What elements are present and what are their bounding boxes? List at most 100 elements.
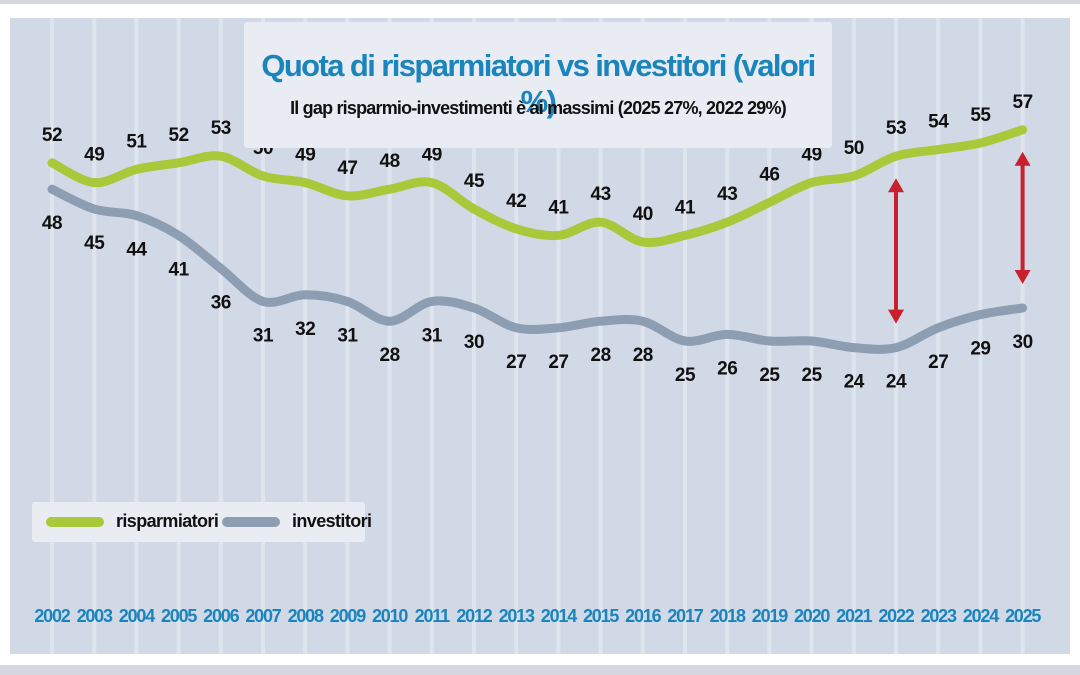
gridline — [303, 18, 308, 654]
x-tick-label: 2004 — [119, 606, 155, 626]
x-tick-label: 2007 — [245, 606, 281, 626]
value-label-risparmiatori: 41 — [548, 197, 569, 218]
gridline — [429, 18, 434, 654]
x-tick-label: 2012 — [456, 606, 492, 626]
gridline — [640, 18, 645, 654]
x-tick-label: 2003 — [77, 606, 113, 626]
gridline — [472, 18, 476, 654]
gridline — [261, 18, 265, 654]
x-tick-label: 2019 — [752, 606, 788, 626]
gap-arrow-2022 — [888, 178, 904, 324]
x-tick-label: 2020 — [794, 606, 830, 626]
value-label-risparmiatori: 53 — [886, 118, 906, 139]
value-label-investitori: 31 — [337, 325, 358, 346]
series-line-risparmiatori — [47, 125, 1028, 247]
value-label-investitori: 25 — [759, 365, 780, 386]
value-label-risparmiatori: 49 — [422, 145, 442, 166]
chart-panel: 52 49 51 52 53 50 49 47 48 49 45 42 41 43 40 41 43 46 49 50… — [10, 18, 1070, 654]
value-label-risparmiatori: 43 — [591, 184, 611, 205]
gridline — [176, 18, 181, 654]
gridline — [514, 18, 519, 654]
value-label-risparmiatori: 53 — [211, 118, 231, 139]
x-tick-label: 2017 — [667, 606, 703, 626]
value-label-risparmiatori: 40 — [633, 204, 653, 225]
gridline — [556, 18, 561, 654]
value-label-risparmiatori: 42 — [506, 191, 526, 212]
value-label-risparmiatori: 49 — [84, 145, 104, 166]
legend-swatch-investitori — [222, 517, 280, 527]
value-label-risparmiatori: 50 — [844, 138, 864, 159]
value-label-risparmiatori: 54 — [928, 112, 949, 133]
x-tick-label: 2010 — [372, 606, 408, 626]
value-label-risparmiatori: 52 — [169, 125, 189, 146]
series-line-investitori — [47, 184, 1028, 354]
legend: risparmiatori investitori — [32, 502, 372, 542]
x-tick-label: 2018 — [710, 606, 746, 626]
value-label-risparmiatori: 48 — [380, 151, 400, 172]
value-label-investitori: 25 — [802, 365, 823, 386]
gridline — [50, 18, 54, 654]
x-tick-label: 2009 — [330, 606, 366, 626]
bottom-border — [0, 665, 1080, 675]
value-label-risparmiatori: 57 — [1013, 92, 1033, 113]
value-label-risparmiatori: 51 — [126, 131, 147, 152]
value-label-risparmiatori: 41 — [675, 197, 696, 218]
value-label-risparmiatori: 47 — [337, 158, 357, 179]
x-tick-label: 2016 — [625, 606, 661, 626]
value-label-investitori: 44 — [126, 240, 147, 261]
legend-swatch-risparmiatori — [46, 517, 104, 527]
value-label-investitori: 45 — [84, 233, 105, 254]
x-tick-label: 2002 — [34, 606, 70, 626]
gridline — [809, 18, 814, 654]
value-label-investitori: 27 — [548, 352, 568, 373]
value-label-investitori: 29 — [970, 339, 990, 360]
value-label-investitori: 25 — [675, 365, 696, 386]
value-label-risparmiatori: 43 — [717, 184, 737, 205]
x-tick-label: 2013 — [499, 606, 535, 626]
x-tick-label: 2015 — [583, 606, 619, 626]
value-label-investitori: 48 — [42, 213, 62, 234]
gridline — [767, 18, 772, 654]
value-label-investitori: 41 — [169, 259, 190, 280]
gridline — [387, 18, 392, 654]
value-label-investitori: 28 — [633, 345, 653, 366]
value-label-investitori: 36 — [211, 292, 231, 313]
x-tick-label: 2005 — [161, 606, 197, 626]
gridline — [92, 18, 97, 654]
gridline — [598, 18, 603, 654]
value-label-risparmiatori: 45 — [464, 171, 485, 192]
value-label-investitori: 32 — [295, 319, 315, 340]
x-tick-label: 2022 — [878, 606, 914, 626]
value-label-risparmiatori: 49 — [295, 145, 315, 166]
gridline — [894, 18, 898, 654]
x-tick-label: 2006 — [203, 606, 239, 626]
x-tick-label: 2008 — [288, 606, 324, 626]
legend-label-investitori: investitori — [292, 511, 372, 531]
x-tick-label: 2021 — [836, 606, 872, 626]
value-label-risparmiatori: 46 — [759, 164, 779, 185]
gridline — [1020, 18, 1025, 654]
gap-arrow-2025 — [1014, 151, 1031, 284]
value-label-investitori: 27 — [506, 352, 526, 373]
gridline — [683, 18, 687, 654]
gridline — [936, 18, 941, 654]
gap-arrows — [888, 151, 1031, 324]
x-axis: 2002 2003 2004 2005 2006 2007 2008 2009 2010 2011… — [34, 606, 1042, 626]
value-label-investitori: 28 — [380, 345, 400, 366]
x-tick-label: 2023 — [921, 606, 957, 626]
legend-label-risparmiatori: risparmiatori — [116, 511, 219, 531]
value-label-investitori: 30 — [464, 332, 484, 353]
value-label-risparmiatori: 52 — [42, 125, 62, 146]
gridline — [345, 18, 350, 654]
value-label-investitori: 30 — [1013, 332, 1033, 353]
value-label-investitori: 24 — [844, 372, 865, 393]
gridline — [134, 18, 139, 654]
x-tick-label: 2011 — [415, 606, 450, 626]
x-tick-label: 2024 — [963, 606, 999, 626]
chart-subtitle: Il gap risparmio-investimenti è ai massi… — [290, 98, 787, 118]
value-label-investitori: 31 — [253, 325, 274, 346]
value-label-risparmiatori: 49 — [802, 145, 822, 166]
